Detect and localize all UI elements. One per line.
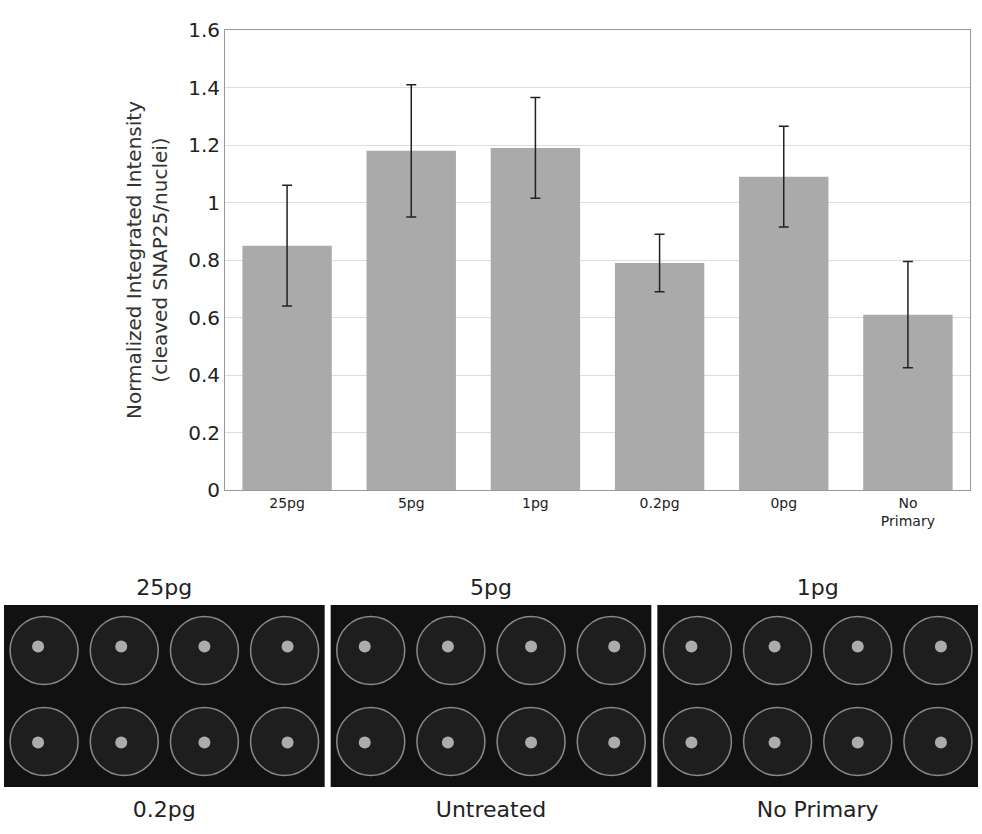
svg-text:1pg: 1pg: [797, 575, 839, 600]
svg-text:1.2: 1.2: [188, 133, 220, 157]
svg-text:Untreated: Untreated: [436, 797, 546, 822]
svg-text:No Primary: No Primary: [757, 797, 879, 822]
svg-text:5pg: 5pg: [470, 575, 512, 600]
svg-text:0.2pg: 0.2pg: [640, 495, 680, 511]
svg-text:1.6: 1.6: [188, 18, 220, 42]
svg-text:5pg: 5pg: [398, 495, 425, 511]
svg-text:1pg: 1pg: [522, 495, 549, 511]
svg-text:1: 1: [207, 191, 220, 215]
svg-text:0.4: 0.4: [188, 363, 220, 387]
svg-text:0: 0: [207, 478, 220, 502]
svg-text:Normalized Integrated Intensit: Normalized Integrated Intensity(cleaved …: [122, 101, 172, 419]
svg-text:0.2pg: 0.2pg: [133, 797, 196, 822]
svg-text:NoPrimary: NoPrimary: [881, 495, 935, 529]
svg-text:25pg: 25pg: [136, 575, 192, 600]
svg-text:1.4: 1.4: [188, 76, 220, 100]
svg-text:0.6: 0.6: [188, 306, 220, 330]
svg-text:0.2: 0.2: [188, 421, 220, 445]
svg-text:0pg: 0pg: [770, 495, 797, 511]
svg-text:0.8: 0.8: [188, 248, 220, 272]
svg-text:25pg: 25pg: [269, 495, 305, 511]
